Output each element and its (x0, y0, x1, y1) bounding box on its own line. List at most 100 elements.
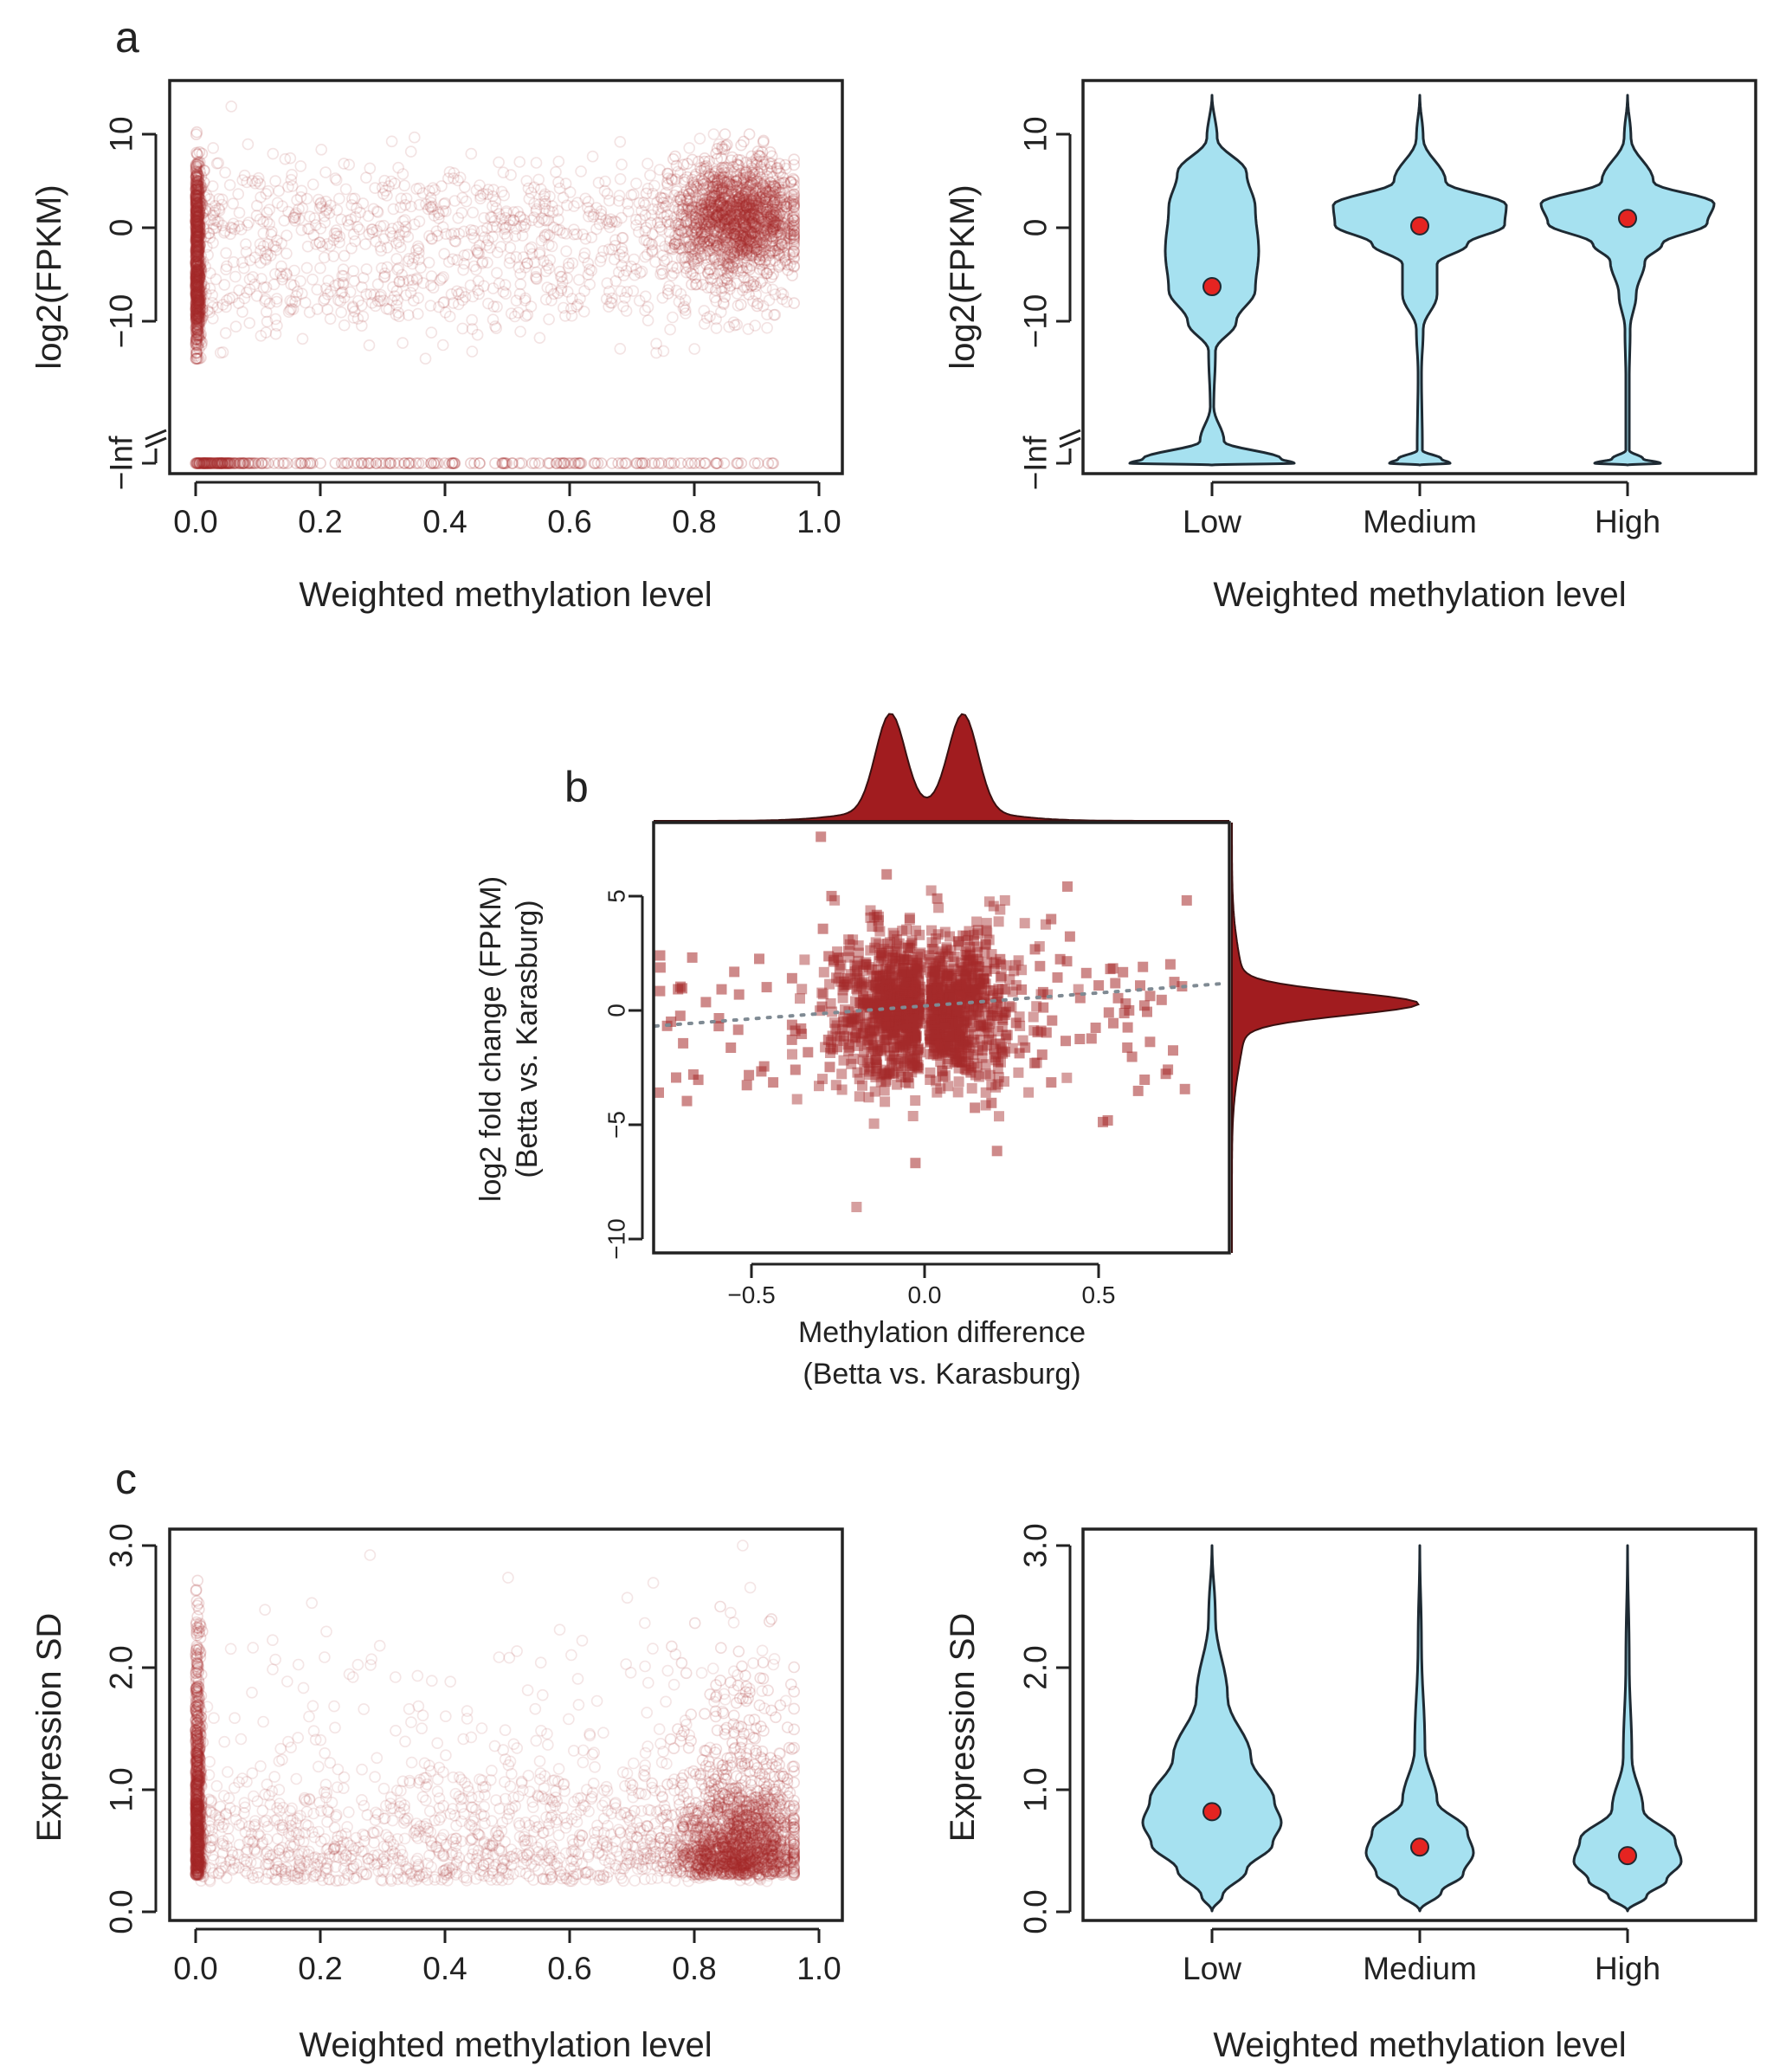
scatter-point (207, 142, 219, 154)
scatter-point (195, 303, 207, 316)
scatter-point (194, 322, 206, 335)
scatter-point (191, 301, 203, 314)
scatter-point (306, 273, 319, 286)
scatter-point (190, 299, 203, 312)
scatter-point (193, 312, 206, 325)
axis-break (145, 429, 167, 441)
scatter-point (192, 320, 205, 332)
scatter-point (190, 307, 202, 320)
scatter-point (191, 263, 203, 276)
scatter-point (190, 296, 203, 309)
scatter-point (190, 297, 203, 310)
scatter-point (190, 346, 203, 358)
scatter-point (225, 100, 238, 113)
scatter-point (970, 1007, 982, 1018)
scatter-point (642, 300, 654, 313)
scatter-point (192, 300, 205, 313)
scatter-point (868, 1118, 880, 1129)
scatter-point (191, 326, 204, 339)
a-violin-ylabel: log2(FPKM) (944, 184, 982, 369)
scatter-point (190, 240, 203, 252)
scatter-point (192, 236, 204, 249)
scatter-point (513, 156, 526, 168)
scatter-point (190, 280, 202, 293)
x-marginal-density (654, 713, 1229, 822)
scatter-point (191, 233, 203, 246)
scatter-point (190, 188, 203, 201)
scatter-point (191, 242, 203, 254)
scatter-point (196, 197, 209, 210)
scatter-point (583, 278, 596, 291)
scatter-point (869, 1086, 880, 1097)
scatter-point (190, 260, 203, 272)
scatter-point (397, 337, 409, 349)
scatter-point (195, 315, 207, 328)
scatter-point (191, 230, 203, 243)
scatter-point (194, 292, 206, 305)
scatter-point (190, 264, 203, 276)
scatter-point (192, 179, 204, 191)
scatter-point (995, 904, 1006, 915)
scatter-point (788, 297, 801, 309)
scatter-point (190, 261, 203, 273)
scatter-point (191, 274, 203, 286)
scatter-point (191, 229, 204, 242)
scatter-point (191, 246, 204, 259)
scatter-point (190, 288, 203, 300)
scatter-point (196, 181, 208, 194)
scatter-point (940, 1010, 951, 1022)
scatter-point (363, 339, 376, 352)
scatter-point (190, 271, 203, 284)
scatter-point (190, 262, 203, 275)
scatter-point (425, 232, 438, 245)
scatter-point (190, 229, 203, 242)
scatter-point (191, 245, 204, 257)
scatter-point (190, 181, 203, 194)
scatter-point (193, 299, 205, 311)
scatter-point (190, 216, 203, 229)
scatter-point (196, 285, 208, 298)
scatter-point (541, 281, 554, 294)
scatter-point (191, 243, 204, 256)
scatter-point (195, 290, 207, 302)
scatter-point (763, 294, 776, 307)
scatter-point (836, 1084, 848, 1095)
scatter-point (192, 277, 204, 290)
scatter-point (190, 267, 203, 280)
scatter-point (999, 894, 1010, 906)
scatter-point (190, 255, 203, 268)
scatter-point (190, 305, 203, 318)
scatter-point (190, 170, 203, 182)
scatter-point (565, 309, 578, 322)
scatter-point (190, 282, 203, 295)
scatter-point (190, 210, 203, 223)
scatter-point (191, 329, 204, 341)
scatter-point (552, 176, 564, 189)
scatter-point (586, 150, 599, 163)
scatter-point (192, 263, 205, 276)
scatter-point (191, 190, 204, 203)
scatter-point (193, 229, 205, 242)
scatter-point (192, 188, 204, 200)
scatter-point (190, 178, 203, 190)
scatter-point (196, 303, 209, 315)
scatter-point (190, 244, 203, 257)
scatter-point (338, 249, 351, 262)
scatter-point (190, 313, 203, 326)
scatter-point (191, 300, 204, 313)
scatter-point (192, 297, 204, 310)
scatter-point (190, 310, 203, 322)
scatter-point (944, 1030, 955, 1042)
scatter-point (196, 303, 209, 316)
scatter-point (192, 210, 205, 223)
scatter-point (192, 280, 204, 293)
scatter-point (865, 945, 876, 956)
scatter-point (995, 1038, 1006, 1049)
scatter-point (191, 178, 203, 190)
scatter-point (190, 266, 202, 278)
scatter-point (190, 169, 203, 182)
scatter-point (332, 192, 345, 205)
scatter-point (616, 158, 628, 171)
scatter-point (192, 274, 204, 287)
scatter-point (300, 261, 313, 274)
